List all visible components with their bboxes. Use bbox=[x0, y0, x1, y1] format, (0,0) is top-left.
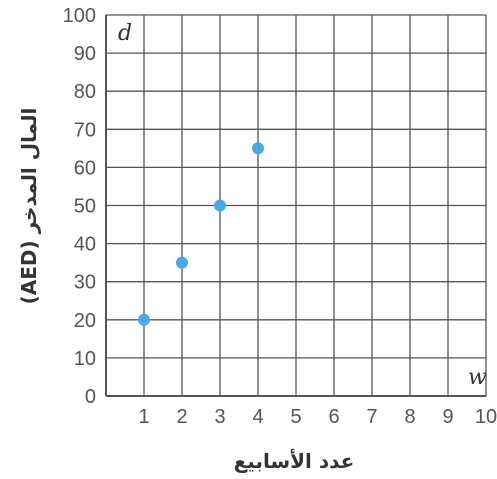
x-tick-label: 4 bbox=[252, 406, 263, 428]
x-tick-label: 9 bbox=[442, 406, 453, 428]
y-tick-label: 10 bbox=[74, 348, 96, 370]
x-axis-title: عدد الأسابيع bbox=[234, 448, 355, 473]
x-tick-label: 8 bbox=[404, 406, 415, 428]
x-axis-variable: w bbox=[468, 365, 487, 390]
y-tick-label: 100 bbox=[63, 5, 96, 27]
data-point bbox=[176, 256, 188, 269]
y-tick-labels: 0 10 20 30 40 50 60 70 80 90 100 bbox=[63, 5, 96, 408]
x-tick-label: 5 bbox=[290, 406, 301, 428]
y-axis-variable: d bbox=[118, 21, 132, 46]
x-tick-label: 2 bbox=[176, 406, 187, 428]
y-tick-label: 60 bbox=[74, 157, 96, 179]
y-axis-title: المال المدخر (AED) bbox=[17, 108, 41, 305]
x-tick-label: 6 bbox=[328, 406, 339, 428]
data-point bbox=[252, 142, 264, 155]
y-tick-label: 90 bbox=[74, 43, 96, 65]
x-tick-label: 3 bbox=[214, 406, 225, 428]
y-tick-label: 70 bbox=[74, 119, 96, 141]
y-tick-label: 40 bbox=[74, 234, 96, 256]
y-tick-label: 20 bbox=[74, 310, 96, 332]
x-tick-label: 1 bbox=[138, 406, 149, 428]
grid bbox=[105, 14, 487, 397]
x-tick-label: 7 bbox=[366, 406, 377, 428]
y-tick-label: 30 bbox=[74, 272, 96, 294]
data-point bbox=[214, 199, 226, 212]
x-tick-label: 10 bbox=[475, 406, 497, 428]
x-tick-labels: 1 2 3 4 5 6 7 8 9 10 bbox=[138, 406, 497, 428]
data-point bbox=[138, 313, 150, 326]
y-tick-label: 0 bbox=[85, 386, 96, 408]
y-tick-label: 80 bbox=[74, 81, 96, 103]
data-points bbox=[138, 142, 264, 326]
y-tick-label: 50 bbox=[74, 196, 96, 218]
